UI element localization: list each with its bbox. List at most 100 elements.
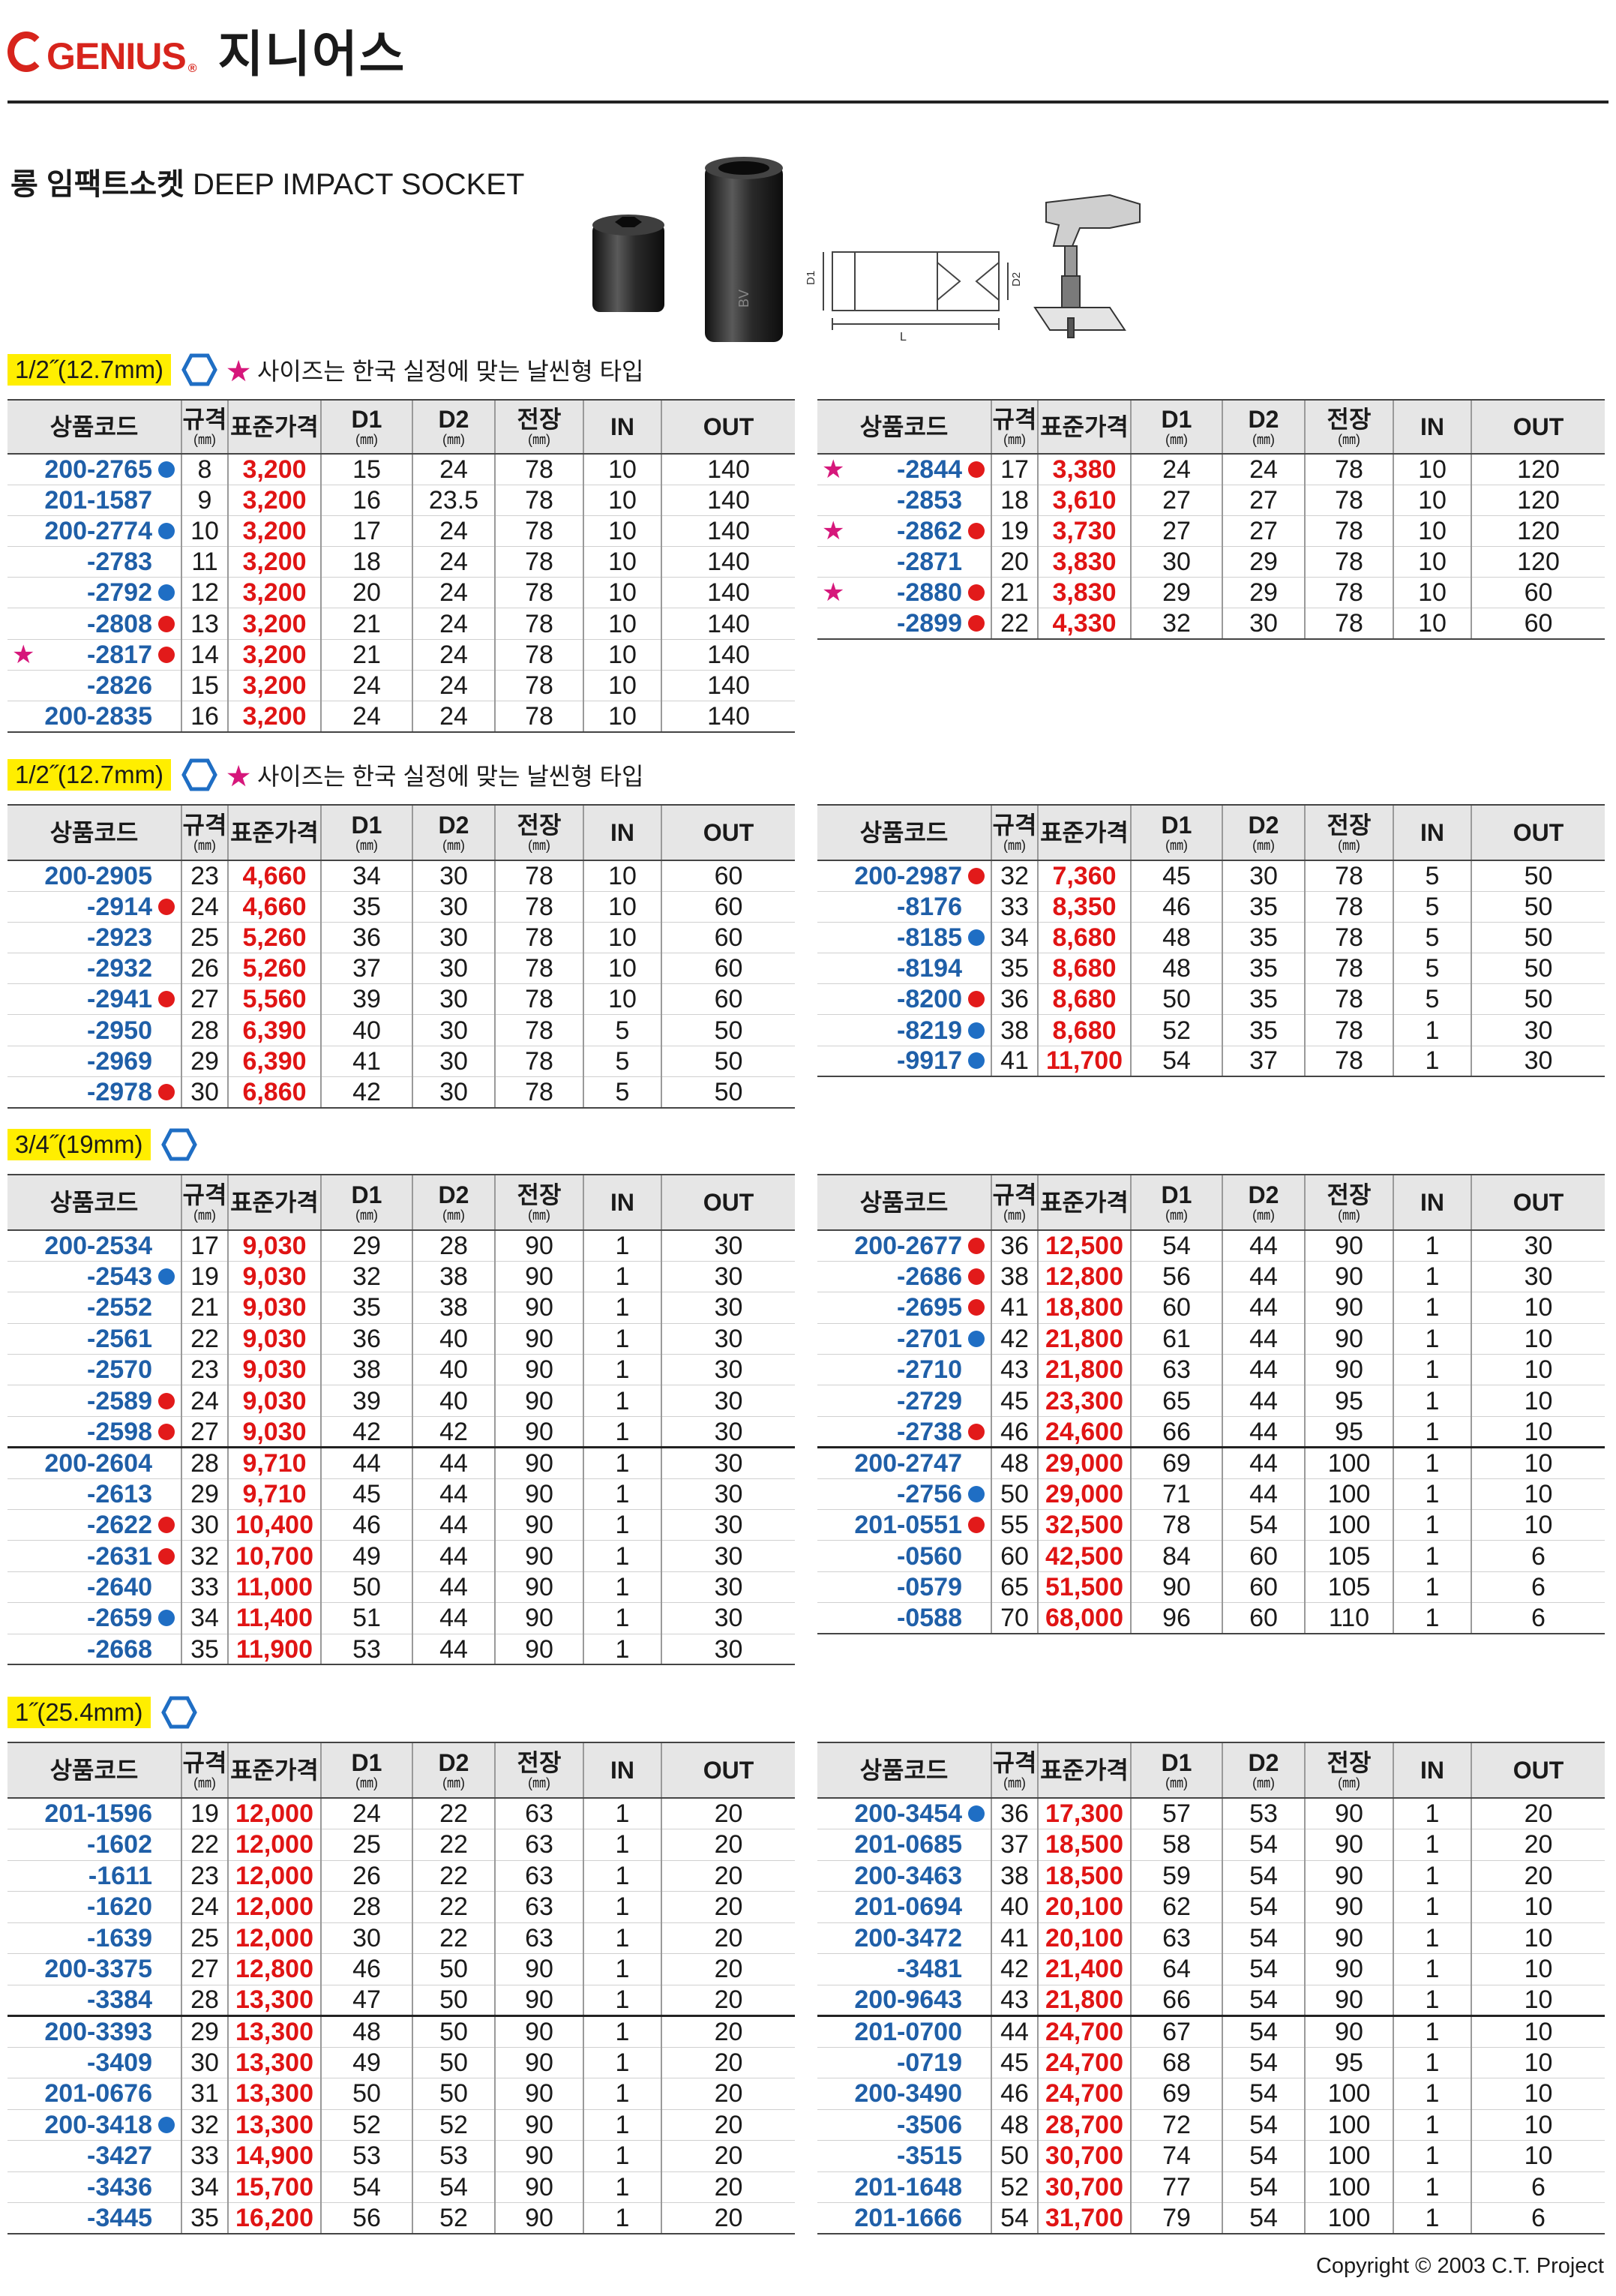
len-cell: 78 [1304,608,1393,641]
d1-cell: 39 [320,983,412,1016]
size-label: 1/2˝(12.7mm) [7,354,172,386]
out-cell: 10 [1471,2078,1605,2110]
in-cell: 1 [583,1354,661,1386]
product-code: -3427 [87,2141,152,2171]
len-cell: 78 [494,922,583,954]
table-row: -2668 35 11,900 53 44 90 1 30 [7,1634,795,1666]
product-code: -2686 [897,1262,962,1292]
in-cell: 5 [1393,891,1471,923]
len-cell: 90 [494,1416,583,1448]
size-cell: 24 [181,1385,228,1417]
no-dot [158,2054,175,2071]
product-code-cell: -2659 [7,1602,181,1634]
price-cell: 13,300 [227,2047,321,2078]
no-dot [968,1455,985,1472]
size-cell: 32 [181,2109,228,2141]
table-row: -3436 34 15,700 54 54 90 1 20 [7,2171,795,2203]
len-cell: 90 [1304,2015,1393,2048]
out-cell: 60 [661,953,795,985]
d1-cell: 57 [1130,1798,1222,1829]
column-header: OUT [661,399,795,455]
d1-cell: 60 [1130,1292,1222,1324]
d1-cell: 42 [320,1076,412,1109]
d2-cell: 24 [1222,454,1305,485]
out-cell: 30 [661,1571,795,1604]
column-header: IN [583,399,661,455]
table-row: 201-0685 37 18,500 58 54 90 1 20 [817,1829,1605,1861]
red-dot-icon [968,991,985,1008]
no-dot [158,1361,175,1378]
in-cell: 1 [583,1798,661,1829]
in-cell: 1 [1393,1509,1471,1541]
in-cell: 1 [583,1446,661,1479]
len-cell: 90 [494,2109,583,2141]
d2-cell: 30 [412,953,495,985]
column-header-label: D2 [1248,1181,1279,1208]
column-header: 규격 (㎜) [991,804,1038,861]
d1-cell: 24 [320,701,412,733]
table-row: -2640 33 11,000 50 44 90 1 30 [7,1571,795,1604]
product-code: 201-1587 [44,485,152,515]
out-cell: 10 [1471,1891,1605,1923]
column-header-label: IN [610,413,634,440]
size-cell: 46 [991,2078,1038,2110]
product-code-cell: 200-3393 [7,2015,181,2048]
d2-cell: 38 [412,1261,495,1293]
in-cell: 1 [583,2109,661,2141]
product-code: -2899 [897,609,962,638]
product-title: 롱 임팩트소켓 DEEP IMPACT SOCKET [10,160,524,203]
price-cell: 3,200 [227,639,321,671]
len-cell: 78 [494,454,583,485]
column-header: D2 (㎜) [1222,804,1305,861]
product-code: -2561 [87,1324,152,1353]
table-row: -2631 32 10,700 49 44 90 1 30 [7,1540,795,1572]
d1-cell: 48 [320,2015,412,2048]
d2-cell: 24 [412,577,495,609]
product-code: -2914 [87,892,152,921]
d2-cell: 24 [412,608,495,640]
len-cell: 78 [494,1046,583,1077]
size-cell: 42 [991,1323,1038,1355]
column-header-label: D1 [351,1749,382,1776]
in-cell: 1 [1393,1478,1471,1511]
in-cell: 1 [1393,2140,1471,2172]
column-header: 전장 (㎜) [1304,399,1393,455]
product-code-cell: -3427 [7,2140,181,2172]
product-code: -2844 [897,455,962,484]
d2-cell: 54 [1222,2109,1305,2141]
product-code-cell: 201-0685 [817,1829,991,1861]
diagram-d1-label: D1 [805,271,817,285]
column-header-label: 표준가격 [1040,1757,1129,1784]
d2-cell: 50 [412,2015,495,2048]
price-cell: 3,200 [227,546,321,578]
product-code: 200-3375 [44,1955,152,1984]
genius-logo: GENIUS ® [7,32,197,75]
table-row: 200-3490 46 24,700 69 54 100 1 10 [817,2078,1605,2110]
out-cell: 20 [661,1891,795,1923]
no-dot [158,1805,175,1822]
len-cell: 90 [494,1385,583,1417]
len-cell: 63 [494,1798,583,1829]
size-cell: 36 [991,1798,1038,1829]
price-cell: 15,700 [227,2171,321,2203]
d2-cell: 44 [412,1540,495,1572]
table-row: -2701 42 21,800 61 44 90 1 10 [817,1323,1605,1355]
price-cell: 13,300 [227,1985,321,2016]
column-header-label: D1 [351,812,382,839]
table-row: -3481 42 21,400 64 54 90 1 10 [817,1953,1605,1985]
product-code-cell: ★ -2862 [817,515,991,548]
product-code: -2969 [87,1046,152,1076]
price-cell: 32,500 [1037,1509,1131,1541]
column-header: 전장 (㎜) [1304,1742,1393,1799]
blue-dot-icon [968,1022,985,1039]
d1-cell: 36 [320,922,412,954]
d2-cell: 60 [1222,1571,1305,1604]
product-code-cell: -2923 [7,922,181,954]
d1-cell: 46 [320,1953,412,1985]
no-dot [158,1579,175,1595]
spec-table: 상품코드 규격 (㎜) 표준가격 D1 (㎜) D2 (㎜) 전장 (㎜) IN OUT 200-253… [7,1174,795,1666]
no-dot [968,1991,985,2008]
product-code-cell: -2561 [7,1323,181,1355]
price-cell: 29,000 [1037,1478,1131,1511]
d2-cell: 22 [412,1922,495,1954]
